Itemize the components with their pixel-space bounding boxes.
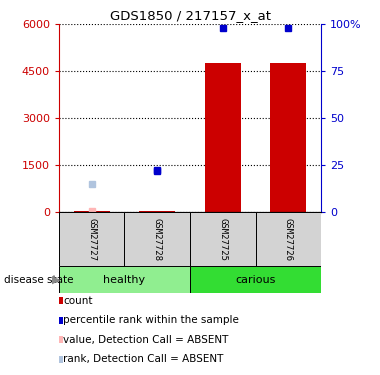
Text: GSM27728: GSM27728 xyxy=(153,217,162,261)
Text: rank, Detection Call = ABSENT: rank, Detection Call = ABSENT xyxy=(63,354,224,364)
Title: GDS1850 / 217157_x_at: GDS1850 / 217157_x_at xyxy=(109,9,271,22)
Text: count: count xyxy=(63,296,93,306)
Bar xyxy=(59,212,124,266)
Bar xyxy=(59,266,190,293)
Text: GSM27725: GSM27725 xyxy=(218,217,227,261)
Bar xyxy=(124,212,190,266)
Text: carious: carious xyxy=(235,275,276,285)
Text: ▶: ▶ xyxy=(52,275,60,285)
Text: healthy: healthy xyxy=(103,275,146,285)
Text: disease state: disease state xyxy=(4,275,73,285)
Bar xyxy=(205,63,241,212)
Bar xyxy=(190,212,255,266)
Bar xyxy=(270,63,306,212)
Bar xyxy=(255,212,321,266)
Text: GSM27727: GSM27727 xyxy=(87,217,96,261)
Text: value, Detection Call = ABSENT: value, Detection Call = ABSENT xyxy=(63,335,229,345)
Bar xyxy=(139,211,175,212)
Bar xyxy=(190,266,321,293)
Text: GSM27726: GSM27726 xyxy=(284,217,293,261)
Text: percentile rank within the sample: percentile rank within the sample xyxy=(63,315,239,325)
Bar xyxy=(74,211,110,212)
